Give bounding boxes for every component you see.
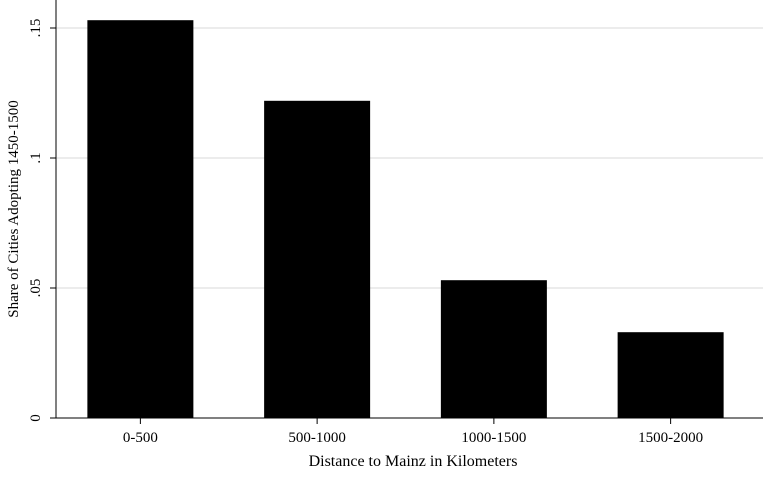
y-axis-ticks: 0 .05 .1 .15 (28, 19, 56, 422)
bar-500-1000 (264, 100, 371, 419)
x-axis-ticks: 0-500 500-1000 1000-1500 1500-2000 (123, 418, 703, 446)
x-tick-label: 1500-2000 (638, 430, 703, 446)
x-axis-title: Distance to Mainz in Kilometers (309, 453, 518, 470)
y-tick-label: 0 (28, 414, 44, 422)
x-tick-label: 1000-1500 (461, 430, 526, 446)
x-tick-label: 0-500 (123, 430, 158, 446)
bars (87, 20, 724, 419)
bar-0-500 (87, 20, 194, 418)
y-tick-label: .05 (28, 279, 44, 298)
y-tick-label: .1 (28, 152, 44, 163)
bar-1000-1500 (440, 280, 547, 418)
y-axis-title: Share of Cities Adopting 1450-1500 (6, 100, 22, 318)
bar-1500-2000 (617, 332, 724, 418)
x-tick-label: 500-1000 (288, 430, 346, 446)
y-tick-label: .15 (28, 19, 44, 38)
